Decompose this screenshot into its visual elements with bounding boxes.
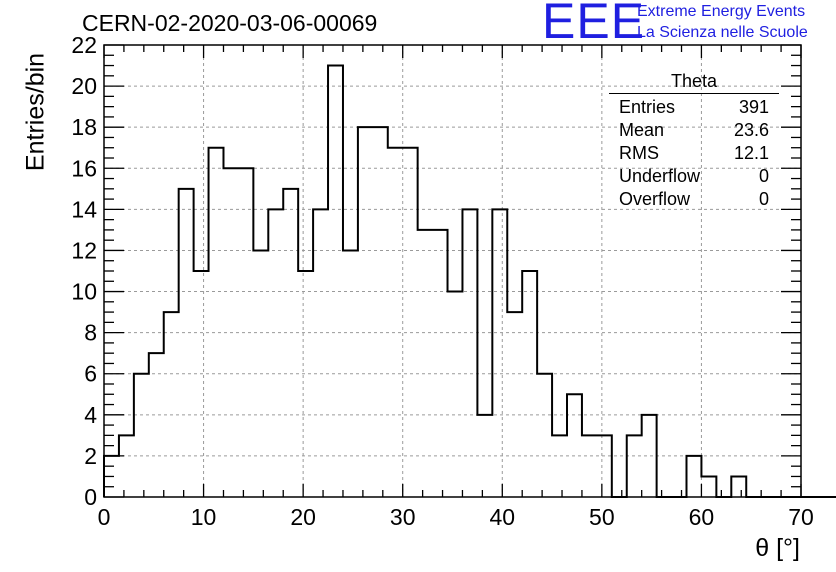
histogram-bin xyxy=(418,230,433,497)
stats-value: 23.6 xyxy=(733,120,769,140)
histogram-bin xyxy=(209,148,224,497)
stats-label: RMS xyxy=(619,143,659,163)
histogram-bin xyxy=(403,148,418,497)
histogram-bin xyxy=(164,312,179,497)
stats-value: 0 xyxy=(758,166,769,186)
y-tick-label: 18 xyxy=(71,114,97,140)
histogram-bin xyxy=(268,209,283,497)
y-tick-label: 12 xyxy=(71,237,97,263)
stats-label: Underflow xyxy=(619,166,701,186)
y-tick-label: 22 xyxy=(71,32,97,58)
histogram-bin xyxy=(448,292,463,497)
stats-label: Entries xyxy=(619,97,676,117)
histogram-bin xyxy=(686,456,701,497)
histogram-bin xyxy=(597,435,612,497)
histogram-bin xyxy=(134,374,149,497)
histogram-bin xyxy=(223,168,238,497)
tick-labels: 0 10 20 30 40 50 60 70 0 2 4 6 8 10 12 14 16 18 20 22 xyxy=(71,32,813,530)
chart-title: CERN-02-2020-03-06-00069 xyxy=(82,10,378,36)
histogram-bin xyxy=(283,189,298,497)
stats-title: Theta xyxy=(609,71,779,94)
stats-value: 12.1 xyxy=(733,143,769,163)
histogram-bin xyxy=(522,271,537,497)
histogram-bin xyxy=(627,435,642,497)
stats-row-mean: Mean 23.6 xyxy=(609,119,779,142)
stats-row-entries: Entries 391 xyxy=(609,96,779,119)
histogram-bin xyxy=(492,209,507,497)
histogram-bin xyxy=(582,435,597,497)
y-tick-label: 0 xyxy=(84,484,97,510)
stats-row-rms: RMS 12.1 xyxy=(609,142,779,165)
histogram-bin xyxy=(343,250,358,497)
histogram-bars xyxy=(103,64,836,498)
histogram-bin xyxy=(433,230,448,497)
x-tick-label: 40 xyxy=(489,504,515,530)
stats-value: 0 xyxy=(758,189,769,209)
histogram-bin xyxy=(358,127,373,497)
y-tick-label: 2 xyxy=(84,443,97,469)
histogram-bin xyxy=(507,312,522,497)
y-tick-label: 8 xyxy=(84,320,97,346)
y-tick-label: 16 xyxy=(71,155,97,181)
x-tick-label: 10 xyxy=(191,504,217,530)
x-tick-label: 0 xyxy=(98,504,111,530)
stats-value: 391 xyxy=(738,97,769,117)
histogram-bin xyxy=(537,374,552,497)
histogram-bin xyxy=(313,209,328,497)
stats-row-overflow: Overflow 0 xyxy=(609,188,779,211)
histogram-bin xyxy=(149,353,164,497)
x-axis-label: θ [°] xyxy=(755,534,800,562)
x-tick-label: 70 xyxy=(788,504,814,530)
axis-ticks xyxy=(103,44,802,498)
y-tick-label: 20 xyxy=(71,73,97,99)
histogram-bin xyxy=(119,435,134,497)
logo-line-2: La Scienza nelle Scuole xyxy=(637,24,808,41)
x-tick-label: 20 xyxy=(290,504,316,530)
stats-label: Mean xyxy=(619,120,665,140)
histogram-bin xyxy=(701,476,716,497)
histogram-bin xyxy=(298,271,313,497)
y-tick-label: 10 xyxy=(71,279,97,305)
stats-label: Overflow xyxy=(619,189,691,209)
x-tick-label: 50 xyxy=(589,504,615,530)
stats-box: Theta Entries 391 Mean 23.6 RMS 12.1 Und… xyxy=(609,71,779,211)
logo-line-1: Extreme Energy Events xyxy=(637,3,806,20)
histogram-bin xyxy=(373,127,388,497)
histogram-bin xyxy=(253,250,268,497)
histogram-bin xyxy=(462,209,477,497)
y-axis-label: Entries/bin xyxy=(21,52,50,172)
y-tick-label: 14 xyxy=(71,196,97,222)
histogram-bin xyxy=(328,66,343,497)
histogram-bin xyxy=(567,394,582,497)
histogram-bin xyxy=(642,415,657,497)
stats-row-underflow: Underflow 0 xyxy=(609,165,779,188)
y-tick-label: 4 xyxy=(84,402,97,428)
histogram-bin xyxy=(194,271,209,497)
histogram-bin xyxy=(179,189,194,497)
eee-logo: EEE xyxy=(542,0,646,49)
histogram-bin xyxy=(477,415,492,497)
y-tick-label: 6 xyxy=(84,361,97,387)
histogram-bin xyxy=(552,435,567,497)
histogram-bin xyxy=(388,148,403,497)
x-tick-label: 30 xyxy=(390,504,416,530)
histogram-bin xyxy=(238,168,253,497)
histogram-bin xyxy=(731,476,746,497)
x-tick-label: 60 xyxy=(689,504,715,530)
histogram-outline xyxy=(103,64,836,498)
